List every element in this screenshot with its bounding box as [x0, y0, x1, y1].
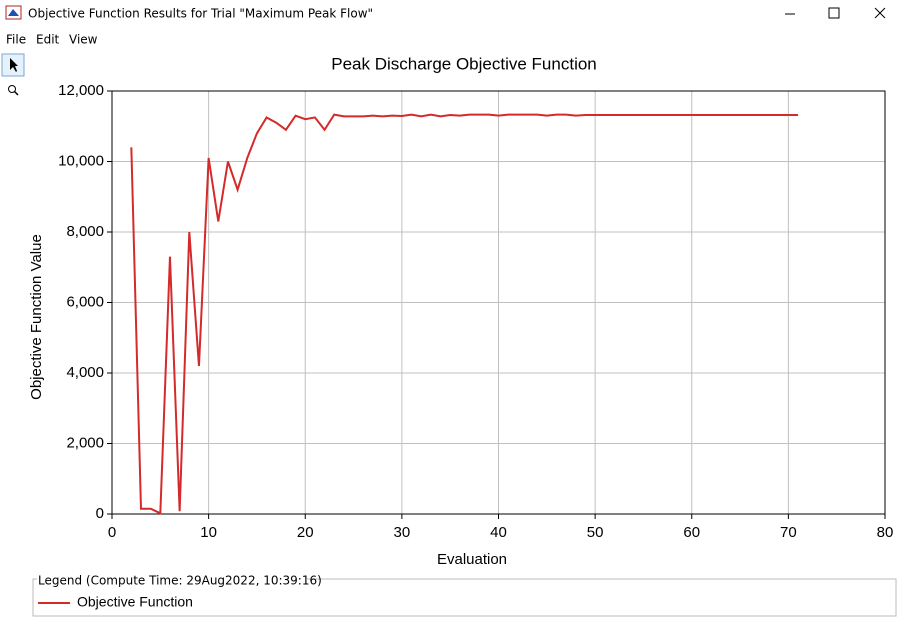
- legend-label: Objective Function: [77, 594, 193, 610]
- chart-title: Peak Discharge Objective Function: [331, 54, 597, 73]
- select-tool-icon: [10, 58, 18, 72]
- plot: 0 2,000 4,000 6,000 8,000 10,000 12,000 0 10 20 30…: [38, 82, 893, 610]
- x-tick-label: 40: [490, 524, 507, 541]
- maximize-button[interactable]: [828, 7, 840, 19]
- y-tick-label: 8,000: [66, 223, 104, 240]
- y-tick-label: 12,000: [58, 82, 104, 99]
- x-tick-label: 10: [200, 524, 217, 541]
- plot-border: [111, 90, 886, 515]
- close-button[interactable]: [874, 7, 886, 19]
- menu-item[interactable]: Edit: [36, 33, 60, 47]
- legend-title: Legend (Compute Time: 29Aug2022, 10:39:1…: [38, 574, 322, 588]
- x-tick-label: 50: [587, 524, 604, 541]
- legend-box: [32, 578, 897, 617]
- x-tick-label: 80: [877, 524, 894, 541]
- legend-title-bg: [37, 573, 307, 587]
- zoom-tool[interactable]: [8, 85, 16, 93]
- menu-item[interactable]: View: [69, 33, 98, 47]
- x-tick-label: 60: [683, 524, 700, 541]
- x-tick-label: 30: [394, 524, 411, 541]
- y-tick-label: 2,000: [66, 434, 104, 451]
- y-axis-label: Objective Function Value: [28, 234, 45, 400]
- series-line: [130, 113, 799, 515]
- y-tick-label: 6,000: [66, 293, 104, 310]
- zoom-tool-handle: [13, 90, 19, 96]
- y-tick-label: 0: [96, 505, 104, 522]
- y-tick-label: 4,000: [66, 364, 104, 381]
- window-title: Objective Function Results for Trial "Ma…: [28, 7, 373, 21]
- x-axis-label: Evaluation: [437, 551, 507, 568]
- app-icon-shape: [8, 9, 19, 16]
- x-tick-label: 20: [297, 524, 314, 541]
- y-tick-label: 10,000: [58, 152, 104, 169]
- menu-item[interactable]: File: [6, 33, 26, 47]
- x-tick-label: 70: [780, 524, 797, 541]
- x-tick-label: 0: [108, 524, 116, 541]
